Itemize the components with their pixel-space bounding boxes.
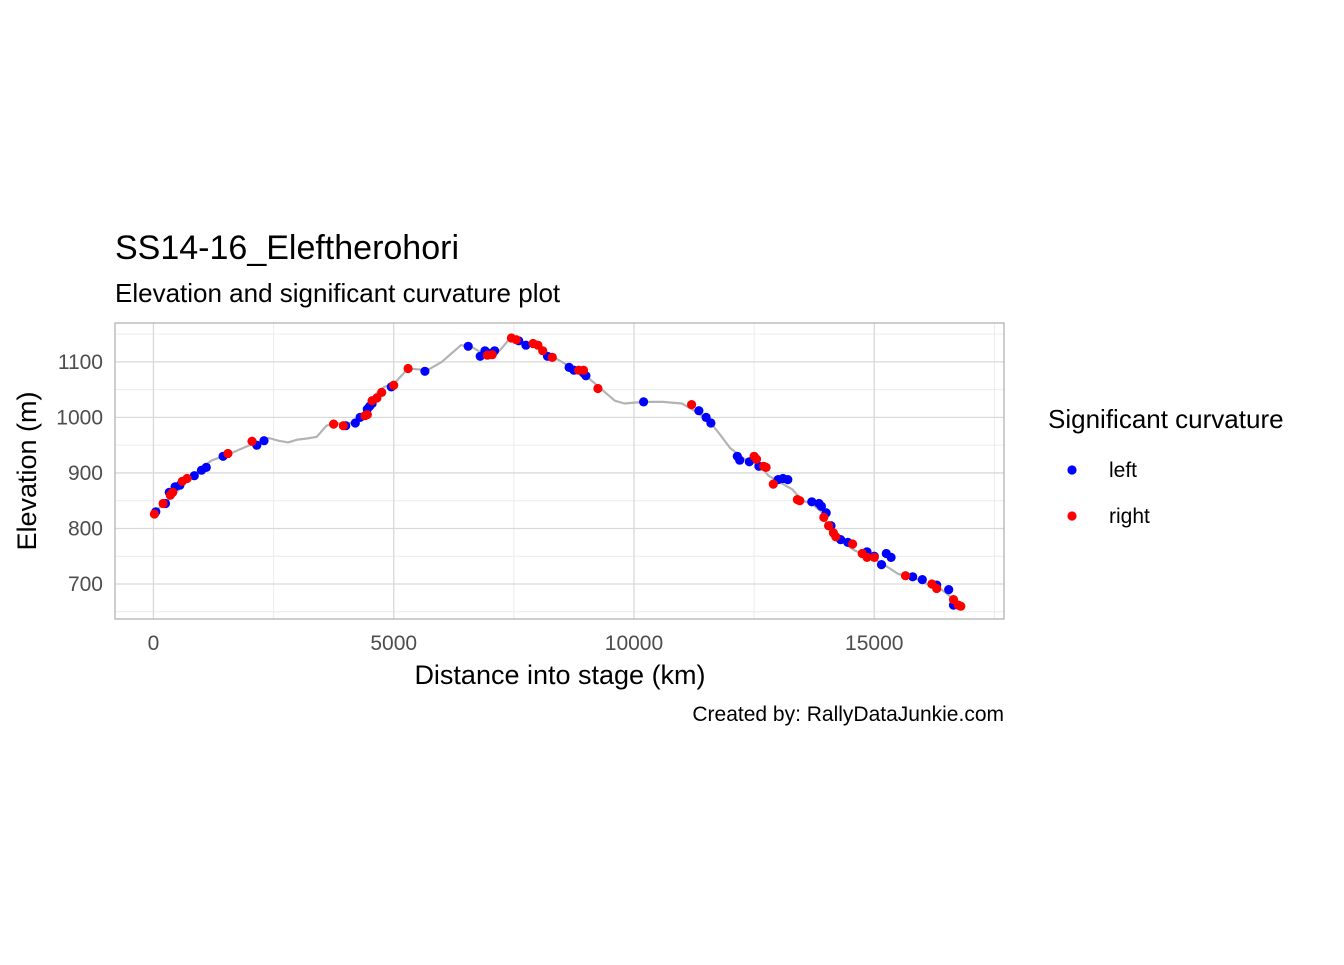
point-left	[639, 397, 649, 407]
y-axis-label: Elevation (m)	[12, 391, 42, 550]
point-left	[816, 501, 827, 511]
legend-label-right: right	[1109, 505, 1150, 528]
point-right	[362, 410, 372, 420]
x-tick-label: 15000	[845, 632, 903, 655]
point-right	[338, 421, 348, 431]
point-right	[578, 365, 589, 375]
point-right	[932, 583, 942, 594]
point-right	[168, 487, 178, 497]
point-right	[751, 454, 762, 464]
point-left	[521, 340, 531, 350]
point-left	[259, 436, 269, 446]
legend-key-right	[1067, 511, 1077, 521]
x-tick-label: 10000	[605, 632, 663, 655]
elevation-line	[152, 335, 962, 607]
point-right	[389, 380, 399, 390]
point-right	[869, 552, 879, 563]
point-right	[687, 400, 697, 410]
legend: Significant curvature left right	[1048, 404, 1284, 528]
x-axis-label: Distance into stage (km)	[414, 660, 705, 690]
point-right	[761, 462, 771, 472]
point-left	[944, 585, 954, 595]
point-right	[403, 363, 413, 374]
point-left	[735, 455, 745, 465]
point-right	[862, 552, 872, 563]
point-left	[807, 497, 817, 507]
point-right	[377, 387, 387, 397]
x-tick-label: 5000	[370, 632, 417, 655]
point-left	[201, 462, 211, 472]
point-right	[538, 346, 548, 356]
point-right	[831, 532, 841, 542]
point-right	[223, 448, 233, 459]
caption: Created by: RallyDataJunkie.com	[692, 703, 1004, 726]
legend-title: Significant curvature	[1048, 404, 1284, 434]
point-right	[547, 352, 557, 362]
point-right	[956, 601, 966, 611]
point-right	[900, 571, 911, 581]
y-tick-label: 900	[68, 462, 103, 485]
y-tick-label: 800	[68, 517, 103, 540]
point-right	[848, 539, 858, 549]
point-left	[694, 406, 704, 416]
x-tick-label: 0	[148, 632, 160, 655]
point-left	[917, 575, 927, 585]
y-tick-label: 1100	[58, 351, 103, 374]
point-right	[768, 479, 778, 489]
point-left	[886, 552, 896, 563]
point-left	[706, 418, 716, 428]
y-tick-label: 1000	[56, 406, 103, 429]
point-right	[593, 383, 603, 394]
legend-key-left	[1067, 465, 1077, 475]
point-right	[247, 436, 257, 446]
chart-title: SS14-16_Eleftherohori	[115, 229, 459, 267]
point-left	[463, 341, 473, 351]
point-right	[511, 335, 521, 345]
plot-panel: 0 5000 10000 15000 700 800 900 1000 1100	[56, 322, 1005, 655]
point-right	[329, 419, 339, 429]
point-right	[158, 498, 168, 509]
legend-label-left: left	[1109, 459, 1137, 482]
point-right	[182, 473, 192, 484]
y-tick-label: 700	[68, 573, 103, 596]
point-right	[824, 521, 834, 531]
point-right	[149, 509, 159, 519]
point-left	[420, 366, 430, 376]
point-right	[795, 496, 805, 506]
panel-border	[114, 322, 1005, 620]
point-left	[908, 572, 918, 582]
point-right	[487, 350, 497, 360]
point-left	[876, 560, 887, 570]
point-right	[819, 512, 829, 523]
point-left	[783, 475, 793, 485]
chart-subtitle: Elevation and significant curvature plot	[115, 278, 561, 308]
point-left	[189, 471, 199, 481]
